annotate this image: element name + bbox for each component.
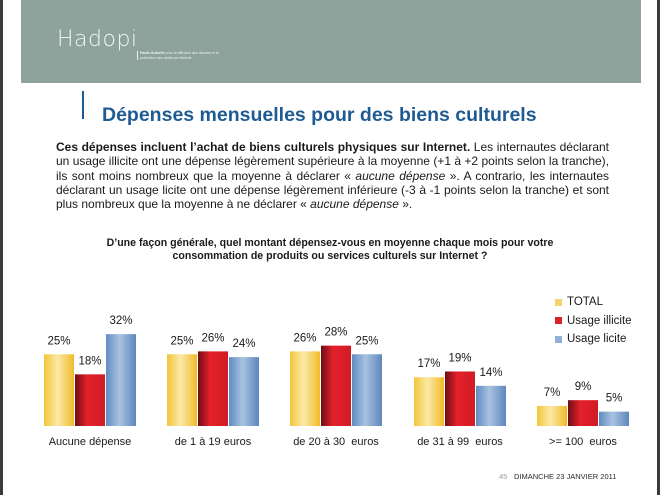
data-label-licit-0: 32%	[109, 315, 132, 327]
legend-item-illicit: Usage illicite	[555, 312, 632, 331]
legend-label-total: TOTAL	[567, 296, 603, 309]
intro-text-3: ».	[398, 197, 413, 212]
bar-illicit-4	[568, 400, 598, 426]
frame-right-border	[657, 0, 660, 495]
intro-text-1: Les internautes déclarant un usage illic…	[56, 140, 610, 183]
data-label-licit-4: 5%	[606, 393, 623, 405]
bar-illicit-1	[198, 351, 228, 426]
legend-item-licit: Usage licite	[555, 330, 632, 349]
bar-illicit-0	[75, 374, 105, 426]
bar-licit-3	[476, 385, 506, 426]
intro-text-2: ». A contrario, les internautes déclaran…	[56, 168, 609, 212]
data-label-illicit-1: 26%	[201, 332, 224, 344]
data-label-total-2: 26%	[293, 332, 316, 344]
bar-total-2	[290, 351, 320, 426]
hadopi-tagline: Haute Autorité pour la diffusion des œuv…	[137, 51, 230, 60]
bar-illicit-2	[321, 345, 351, 426]
intro-bold: Ces dépenses incluent l’achat de biens c…	[56, 140, 471, 154]
data-label-illicit-0: 18%	[78, 355, 101, 367]
bar-licit-2	[352, 354, 382, 426]
data-label-licit-1: 24%	[232, 338, 255, 350]
category-label-0: Aucune dépense	[49, 436, 132, 448]
legend-swatch-licit	[555, 335, 562, 343]
tagline-rest: pour la diffusion des œuvres et la prote…	[140, 51, 219, 60]
category-label-3: de 31 à 99 euros	[417, 436, 503, 448]
chart-legend: TOTAL Usage illicite Usage licite	[555, 293, 632, 349]
legend-swatch-total	[555, 298, 562, 306]
category-label-1: de 1 à 19 euros	[175, 436, 252, 448]
survey-question: D’une façon générale, quel montant dépen…	[106, 237, 554, 262]
category-label-2: de 20 à 30 euros	[293, 436, 379, 448]
data-label-illicit-4: 9%	[575, 381, 592, 393]
category-label-4: >= 100 euros	[549, 436, 617, 448]
data-label-licit-3: 14%	[479, 367, 502, 379]
footer-date: DIMANCHE 23 JANVIER 2011	[514, 472, 617, 481]
tagline-bold: Haute Autorité	[140, 51, 165, 55]
legend-item-total: TOTAL	[555, 293, 632, 312]
bar-total-0	[44, 354, 74, 426]
bar-licit-4	[599, 411, 629, 426]
data-label-total-0: 25%	[47, 335, 70, 347]
data-label-total-3: 17%	[417, 358, 440, 370]
data-label-illicit-2: 28%	[324, 327, 347, 339]
page-title: Dépenses mensuelles pour des biens cultu…	[102, 104, 537, 126]
bar-licit-0	[106, 334, 136, 426]
frame-left-border	[0, 0, 3, 495]
legend-label-illicit: Usage illicite	[567, 314, 632, 327]
title-accent-bar	[82, 91, 84, 119]
intro-italic-2: aucune dépense	[310, 197, 399, 212]
bar-illicit-3	[445, 371, 475, 426]
footer-page-number: 45	[499, 472, 508, 481]
data-label-total-4: 7%	[544, 387, 561, 399]
legend-swatch-illicit	[555, 317, 562, 325]
bar-total-3	[414, 377, 444, 426]
intro-paragraph: Ces dépenses incluent l’achat de biens c…	[56, 140, 609, 211]
header-band: Hadopi Haute Autorité pour la diffusion …	[21, 0, 641, 83]
data-label-total-1: 25%	[170, 335, 193, 347]
intro-italic-1: aucune dépense	[355, 168, 446, 183]
bar-total-1	[167, 354, 197, 426]
bar-total-4	[537, 405, 567, 426]
data-label-illicit-3: 19%	[448, 352, 471, 364]
hadopi-logo: Hadopi	[57, 27, 138, 52]
bar-licit-1	[229, 357, 259, 426]
legend-label-licit: Usage licite	[567, 333, 627, 346]
data-label-licit-2: 25%	[355, 335, 378, 347]
